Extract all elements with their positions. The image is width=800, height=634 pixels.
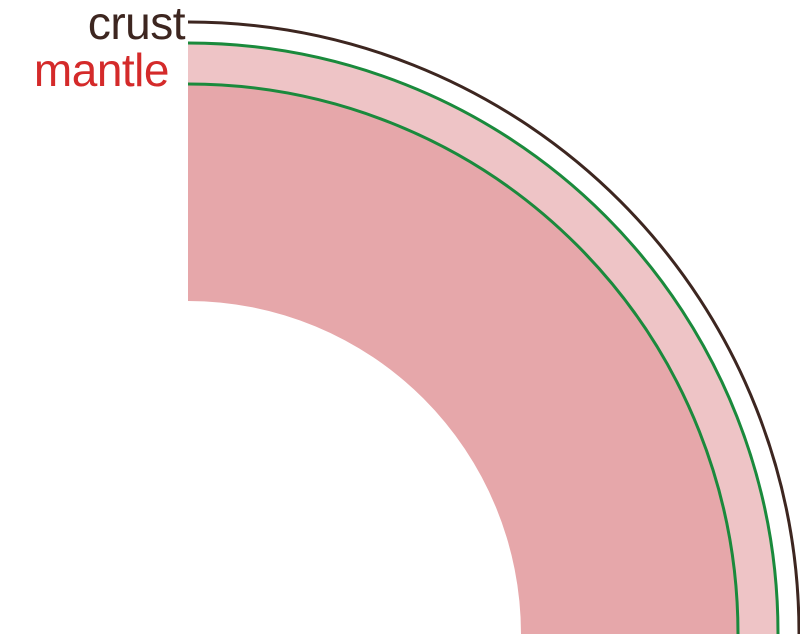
lower-mantle-band xyxy=(188,84,738,634)
upper-mantle-band xyxy=(188,43,779,634)
mantle-transition-boundary-line xyxy=(187,82,740,634)
crust-line xyxy=(187,20,800,634)
mantle-label: mantle xyxy=(33,44,170,96)
crust-label: crust xyxy=(87,0,186,49)
crust-mantle-boundary-line xyxy=(187,41,780,634)
